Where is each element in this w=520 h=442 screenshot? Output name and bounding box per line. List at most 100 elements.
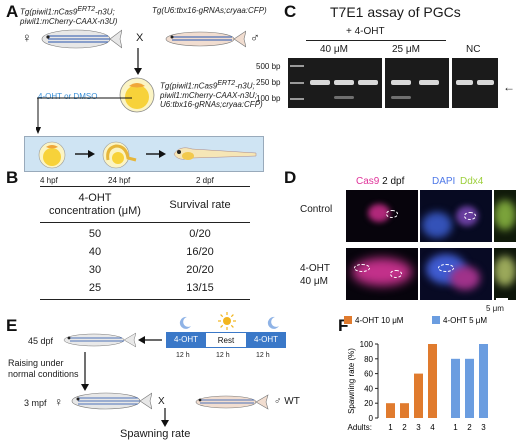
- timeline-4oht-1: 4-OHT: [166, 332, 206, 348]
- arrow-down-icon: [81, 352, 89, 391]
- gel-band-cleaved: [334, 96, 354, 99]
- offspring-genotype: Tg(piwil1:nCas9ERT2-n3U; piwil1:mCherry-…: [160, 80, 263, 109]
- table-cell-rate: 16/20: [186, 246, 214, 258]
- bar: [428, 344, 437, 418]
- x-tick-label: 2: [402, 423, 407, 432]
- panel-label-a: A: [6, 2, 19, 21]
- gel-title: T7E1 assay of PGCs: [330, 4, 461, 20]
- panel-label-d: D: [284, 168, 297, 187]
- spawning-rate-chart: 0 20 40 60 80 100 Spawning rate (%) 4-OHT 10 μM…: [344, 316, 488, 432]
- image-control-dapi: [420, 190, 492, 242]
- gel-segment-1: [288, 58, 382, 108]
- table-cell-conc: 30: [88, 264, 102, 276]
- x-tick-label: 3: [481, 423, 486, 432]
- gel-band: [419, 80, 439, 85]
- bar: [451, 358, 460, 418]
- channel-label-dapi: DAPI: [432, 176, 456, 187]
- sun-icon: [218, 312, 236, 330]
- male-genotype: Tg(U6:tbx16-gRNAs;cryaa:CFP): [152, 6, 267, 15]
- y-axis-title: Spawning rate (%): [347, 348, 356, 414]
- embryo-24hpf-icon: [102, 141, 137, 169]
- embryo-icon: [119, 77, 155, 113]
- x-tick-label: 1: [453, 423, 458, 432]
- gel-band-cleaved: [391, 96, 411, 99]
- stage-2dpf: 2 dpf: [196, 176, 214, 185]
- panel-label-b: B: [6, 168, 19, 187]
- moon-icon: [179, 316, 191, 329]
- gel-treatment-label: + 4-OHT: [346, 26, 385, 37]
- image-4oht-merge: [494, 248, 516, 300]
- stage-24hpf: 24 hpf: [108, 176, 131, 185]
- arrow-right-icon: [75, 150, 95, 158]
- gel-band: [310, 80, 330, 85]
- x-axis-prefix: Adults:: [348, 423, 372, 432]
- band-arrow-icon: ←: [503, 80, 515, 94]
- arrow-down-icon: [161, 408, 169, 427]
- adult-female-zebrafish-icon: [71, 392, 152, 410]
- y-tick-label: 60: [364, 370, 373, 379]
- adult-male-zebrafish-icon: [195, 394, 269, 410]
- legend-label: 4-OHT 5 μM: [443, 316, 487, 325]
- legend-swatch: [344, 316, 352, 324]
- legend-label: 4-OHT 10 μM: [355, 316, 404, 325]
- raising-note: Raising under normal conditions: [8, 358, 79, 379]
- moon-icon: [267, 316, 279, 329]
- juvenile-zebrafish-icon: [63, 332, 136, 348]
- bar: [414, 373, 423, 418]
- y-tick-label: 40: [364, 384, 373, 393]
- row-label-control: Control: [300, 204, 333, 215]
- timeline-rest: Rest: [206, 332, 246, 348]
- duration-3: 12 h: [256, 352, 270, 359]
- treatment-label: 4-OHT or DMSO: [38, 92, 98, 101]
- age-45dpf: 45 dpf: [28, 336, 54, 346]
- cross-symbol: X: [136, 32, 144, 44]
- ladder-250: 250 bp: [256, 78, 281, 87]
- scale-bar: [496, 242, 508, 244]
- gel-group-nc: NC: [466, 44, 481, 55]
- gel-band: [477, 80, 494, 85]
- duration-2: 12 h: [216, 352, 230, 359]
- male-wt-label: ♂ WT: [274, 396, 300, 407]
- row-label-4oht: 4-OHT 40 μM: [300, 263, 330, 287]
- image-4oht-cas9: [346, 248, 418, 300]
- timeline-4oht-2: 4-OHT: [246, 332, 286, 348]
- table-cell-conc: 50: [88, 228, 102, 240]
- table-cell-rate: 0/20: [189, 228, 211, 240]
- x-tick-label: 1: [388, 423, 393, 432]
- bar: [400, 403, 409, 418]
- image-control-merge: [494, 190, 516, 242]
- arrow-right-icon: [146, 150, 166, 158]
- gel-segment-3: [452, 58, 498, 108]
- bar: [479, 344, 488, 418]
- male-symbol: ♂: [250, 30, 260, 45]
- ladder-100: 100 bp: [256, 94, 281, 103]
- arrow-left-icon: [138, 336, 162, 344]
- panel-label-c: C: [284, 2, 297, 21]
- panel-label-e: E: [6, 316, 18, 335]
- treatment-arrow-icon: [36, 97, 132, 134]
- scale-label: 5 μm: [486, 304, 504, 313]
- table-header-concentration: 4-OHT concentration (μM): [49, 192, 141, 217]
- female-symbol: ♀: [22, 30, 32, 45]
- y-tick-label: 20: [364, 399, 373, 408]
- stage-4hpf: 4 hpf: [40, 176, 58, 185]
- male-zebrafish-icon: [165, 30, 246, 48]
- outcome-label: Spawning rate: [120, 428, 191, 440]
- panel-label-f: F: [338, 316, 349, 335]
- channel-label-ddx4: Ddx4: [460, 176, 484, 187]
- table-cell-rate: 20/20: [186, 264, 214, 276]
- table-cell-conc: 25: [88, 282, 102, 294]
- ladder-500: 500 bp: [256, 62, 281, 71]
- image-control-cas9: [346, 190, 418, 242]
- channel-label-cas9: Cas9 2 dpf: [356, 176, 405, 187]
- gel-band: [358, 80, 378, 85]
- gel-band: [334, 80, 354, 85]
- x-tick-label: 2: [467, 423, 472, 432]
- female-zebrafish-icon: [41, 29, 122, 49]
- legend-swatch: [432, 316, 440, 324]
- embryo-4hpf-icon: [38, 141, 66, 169]
- table-cell-rate: 13/15: [186, 282, 214, 294]
- duration-1: 12 h: [176, 352, 190, 359]
- bar: [386, 403, 395, 418]
- y-tick-label: 0: [369, 414, 374, 423]
